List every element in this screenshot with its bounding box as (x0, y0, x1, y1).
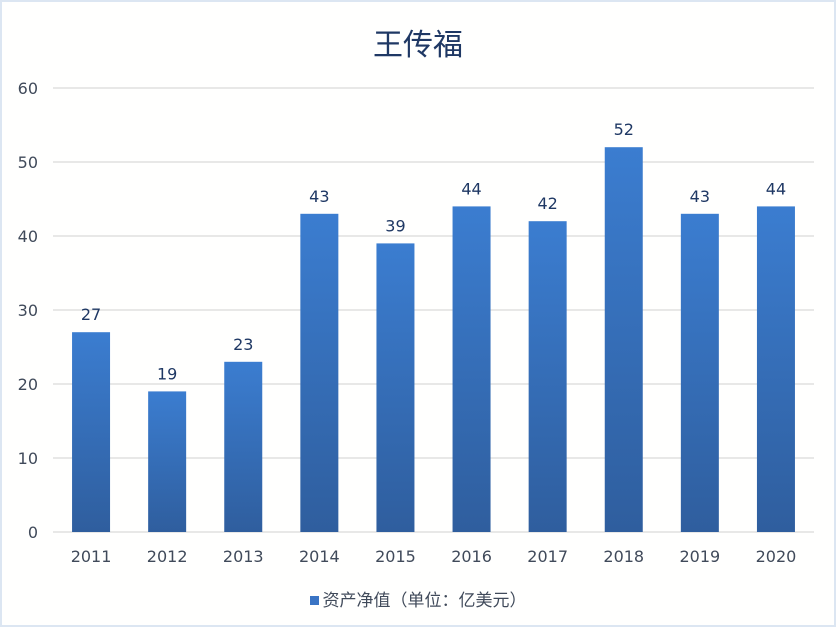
y-tick-label: 50 (18, 153, 38, 172)
bar (224, 361, 263, 532)
data-label: 39 (385, 216, 405, 235)
data-label: 43 (309, 187, 329, 206)
x-tick-label: 2011 (71, 547, 112, 566)
y-tick-label: 60 (18, 79, 38, 98)
x-tick-label: 2013 (223, 547, 264, 566)
data-label: 44 (766, 179, 786, 198)
data-label: 43 (690, 187, 710, 206)
bar (756, 206, 795, 532)
x-tick-label: 2017 (527, 547, 568, 566)
y-tick-label: 20 (18, 375, 38, 394)
y-tick-label: 0 (28, 523, 38, 542)
bar (452, 206, 491, 532)
data-label: 19 (157, 364, 177, 383)
bar (680, 213, 719, 533)
bar (376, 243, 415, 532)
data-label: 23 (233, 335, 253, 354)
x-tick-label: 2014 (299, 547, 340, 566)
y-tick-label: 40 (18, 227, 38, 246)
x-tick-label: 2019 (679, 547, 720, 566)
data-label: 52 (614, 120, 634, 139)
data-label: 42 (537, 194, 557, 213)
chart-title: 王传福 (373, 28, 463, 63)
x-tick-label: 2015 (375, 547, 416, 566)
bar (148, 391, 187, 532)
bar (72, 332, 111, 532)
x-tick-label: 2012 (147, 547, 188, 566)
data-label: 44 (461, 179, 481, 198)
y-tick-label: 10 (18, 449, 38, 468)
data-label: 27 (81, 305, 101, 324)
bar (300, 213, 339, 533)
x-tick-label: 2018 (603, 547, 644, 566)
bar (604, 147, 643, 532)
y-tick-label: 30 (18, 301, 38, 320)
legend-label: 资产净值（单位：亿美元） (322, 591, 527, 611)
legend-swatch (309, 596, 319, 605)
bar (528, 221, 567, 532)
x-tick-label: 2016 (451, 547, 492, 566)
x-tick-label: 2020 (756, 547, 797, 566)
legend: 资产净值（单位：亿美元） (2, 586, 834, 611)
